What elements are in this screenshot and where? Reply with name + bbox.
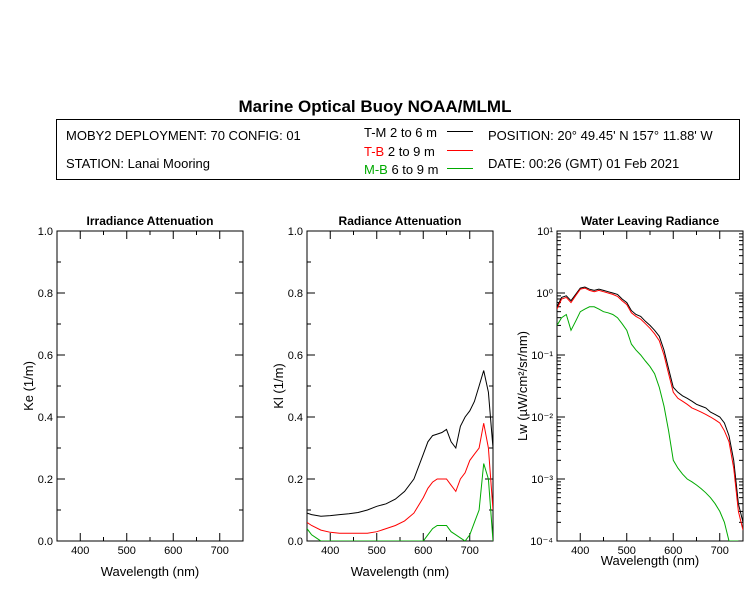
- legend-line-mb: [447, 168, 473, 169]
- x-tick-label: 700: [211, 545, 229, 557]
- y-tick-label: 0.2: [38, 474, 53, 486]
- chart-panel-1: Irradiance Attenuation 400 500 600 700 0.0 0.2…: [21, 214, 244, 579]
- legend-line-tb: [447, 150, 473, 151]
- x-tick-label: 700: [711, 545, 729, 557]
- plot-frame: [56, 230, 244, 542]
- y-tick-label: 0.8: [288, 288, 303, 300]
- x-tick-label: 400: [571, 545, 589, 557]
- chart-panel-2: Radiance Attenuation 400 500 600 700 0.0 0.2 0.…: [271, 214, 494, 579]
- y-tick-label: 10⁻³: [531, 474, 553, 486]
- plot-frame: [306, 230, 494, 542]
- legend-range: 2 to 9 m: [387, 144, 435, 159]
- legend-range: 6 to 9 m: [391, 162, 439, 177]
- legend-code: T-B: [364, 144, 385, 159]
- position-label: POSITION: 20° 49.45' N 157° 11.88' W: [488, 128, 713, 143]
- legend-entry-tm: T-M 2 to 6 m: [364, 125, 437, 140]
- x-tick-label: 500: [618, 545, 636, 557]
- y-tick-label: 10⁰: [536, 288, 553, 300]
- x-tick-label: 600: [164, 545, 182, 557]
- chart-title: Water Leaving Radiance: [581, 214, 720, 228]
- y-tick-label: 0.6: [288, 350, 303, 362]
- x-tick-label: 600: [664, 545, 682, 557]
- chart-panel-3: Water Leaving Radiance 400 500 600 700 10⁻⁴ 10…: [515, 214, 744, 568]
- series-line: [307, 463, 493, 541]
- y-tick-label: 10⁻⁴: [530, 536, 553, 548]
- series-line: [557, 306, 739, 541]
- legend-range: 2 to 6 m: [390, 125, 437, 140]
- series-line: [307, 370, 493, 517]
- series-line: [307, 423, 493, 534]
- x-axis-label: Wavelength (nm): [351, 564, 450, 579]
- y-tick-label: 0.0: [38, 536, 53, 548]
- date-label: DATE: 00:26 (GMT) 01 Feb 2021: [488, 156, 680, 171]
- legend-code: M-B: [364, 162, 388, 177]
- chart-title: Irradiance Attenuation: [87, 214, 214, 228]
- y-tick-label: 10⁻¹: [531, 350, 553, 362]
- station-label: STATION: Lanai Mooring: [66, 156, 211, 171]
- y-tick-label: 1.0: [38, 226, 53, 238]
- info-box: MOBY2 DEPLOYMENT: 70 CONFIG: 01 STATION:…: [56, 119, 740, 180]
- y-tick-label: 10⁻²: [531, 412, 553, 424]
- y-tick-label: 0.4: [38, 412, 53, 424]
- x-tick-label: 500: [368, 545, 386, 557]
- y-axis-label: Kl (1/m): [271, 363, 286, 409]
- x-tick-label: 700: [461, 545, 479, 557]
- y-axis-label: Lw (µW/cm²/sr/nm): [515, 331, 530, 441]
- y-tick-label: 1.0: [288, 226, 303, 238]
- legend-line-tm: [447, 131, 473, 132]
- y-tick-label: 0.2: [288, 474, 303, 486]
- y-tick-label: 10¹: [537, 226, 553, 238]
- page-title: Marine Optical Buoy NOAA/MLML: [238, 97, 512, 116]
- plot-frame: [556, 230, 744, 542]
- y-tick-label: 0.8: [38, 288, 53, 300]
- legend-entry-tb: T-B 2 to 9 m: [364, 144, 435, 159]
- chart-title: Radiance Attenuation: [339, 214, 462, 228]
- x-tick-label: 400: [321, 545, 339, 557]
- y-tick-label: 0.6: [38, 350, 53, 362]
- x-axis-label: Wavelength (nm): [101, 564, 200, 579]
- y-axis-label: Ke (1/m): [21, 361, 36, 411]
- legend-entry-mb: M-B 6 to 9 m: [364, 162, 438, 177]
- x-axis-label: Wavelength (nm): [601, 553, 700, 568]
- y-tick-label: 0.4: [288, 412, 303, 424]
- y-tick-label: 0.0: [288, 536, 303, 548]
- deployment-label: MOBY2 DEPLOYMENT: 70 CONFIG: 01: [66, 128, 301, 143]
- series-line: [557, 286, 743, 523]
- legend-code: T-M: [364, 125, 387, 140]
- x-tick-label: 600: [414, 545, 432, 557]
- series-line: [557, 287, 743, 531]
- x-tick-label: 400: [71, 545, 89, 557]
- x-tick-label: 500: [118, 545, 136, 557]
